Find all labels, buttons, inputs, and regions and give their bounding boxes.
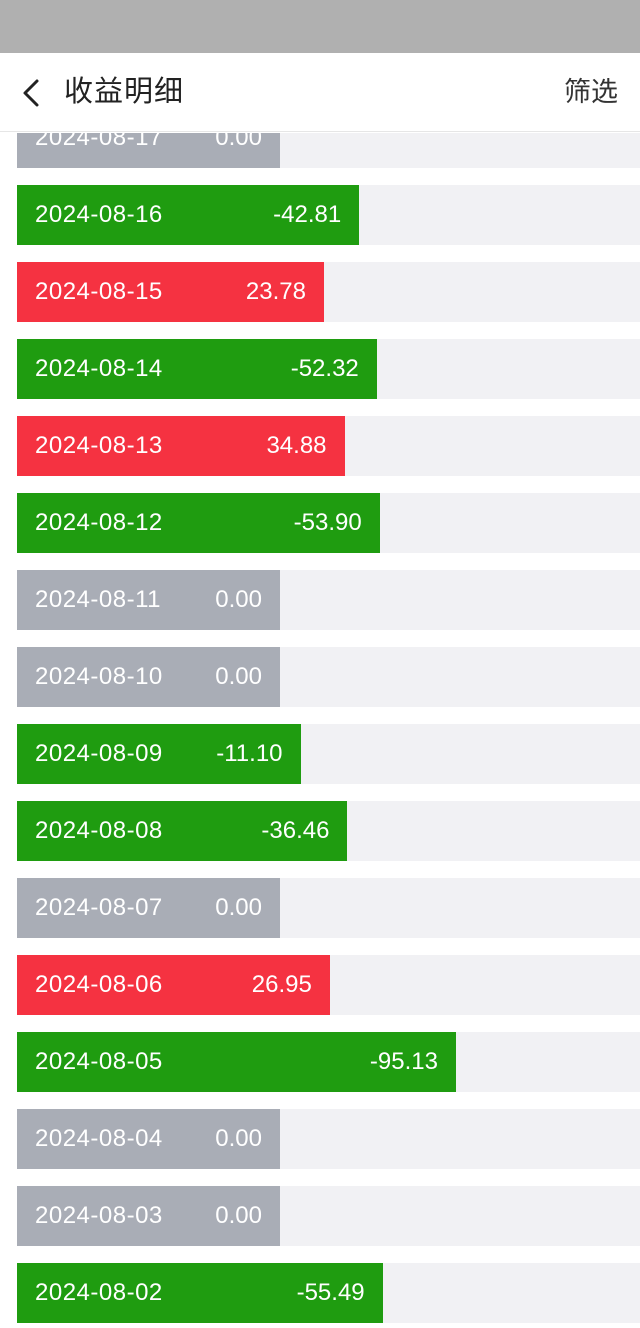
earnings-bar: 2024-08-17 0.00 (17, 133, 280, 168)
nav-bar: 收益明细 筛选 (0, 53, 640, 132)
row-value: 0.00 (215, 1202, 262, 1229)
earnings-bar: 2024-08-04 0.00 (17, 1109, 280, 1169)
earnings-row[interactable]: 2024-08-15 23.78 (17, 262, 640, 322)
earnings-bar: 2024-08-13 34.88 (17, 416, 345, 476)
earnings-row[interactable]: 2024-08-05 -95.13 (17, 1032, 640, 1092)
earnings-row[interactable]: 2024-08-06 26.95 (17, 955, 640, 1015)
earnings-bar: 2024-08-05 -95.13 (17, 1032, 456, 1092)
earnings-bar: 2024-08-02 -55.49 (17, 1263, 383, 1323)
page-title: 收益明细 (64, 76, 185, 108)
filter-button[interactable]: 筛选 (564, 77, 618, 107)
earnings-bar: 2024-08-09 -11.10 (17, 724, 301, 784)
earnings-row[interactable]: 2024-08-08 -36.46 (17, 801, 640, 861)
row-date: 2024-08-14 (35, 355, 163, 382)
chevron-left-icon (23, 79, 39, 107)
earnings-bar: 2024-08-16 -42.81 (17, 185, 360, 245)
row-date: 2024-08-11 (35, 586, 161, 613)
earnings-row[interactable]: 2024-08-04 0.00 (17, 1109, 640, 1169)
earnings-bar: 2024-08-07 0.00 (17, 878, 280, 938)
earnings-bar: 2024-08-03 0.00 (17, 1186, 280, 1246)
earnings-row[interactable]: 2024-08-14 -52.32 (17, 339, 640, 399)
earnings-bar: 2024-08-10 0.00 (17, 647, 280, 707)
earnings-bar: 2024-08-12 -53.90 (17, 493, 380, 553)
earnings-row[interactable]: 2024-08-09 -11.10 (17, 724, 640, 784)
row-value: 23.78 (245, 278, 306, 305)
earnings-row[interactable]: 2024-08-12 -53.90 (17, 493, 640, 553)
row-value: 26.95 (251, 971, 312, 998)
row-value: 0.00 (215, 586, 262, 613)
row-date: 2024-08-02 (35, 1279, 163, 1306)
earnings-row[interactable]: 2024-08-10 0.00 (17, 647, 640, 707)
earnings-row[interactable]: 2024-08-03 0.00 (17, 1186, 640, 1246)
row-value: 0.00 (215, 1125, 262, 1152)
earnings-row[interactable]: 2024-08-07 0.00 (17, 878, 640, 938)
earnings-list-inner: 2024-08-17 0.00 2024-08-16 -42.81 2024-08-15… (0, 133, 640, 1328)
row-date: 2024-08-17 (35, 133, 163, 151)
earnings-list[interactable]: 2024-08-17 0.00 2024-08-16 -42.81 2024-08-15… (0, 133, 640, 1328)
row-value: 0.00 (215, 663, 262, 690)
row-date: 2024-08-13 (35, 432, 163, 459)
row-date: 2024-08-05 (35, 1048, 163, 1075)
earnings-row[interactable]: 2024-08-11 0.00 (17, 570, 640, 630)
row-date: 2024-08-15 (35, 278, 163, 305)
row-value: -42.81 (273, 201, 342, 228)
earnings-row[interactable]: 2024-08-16 -42.81 (17, 185, 640, 245)
row-value: -36.46 (261, 817, 330, 844)
earnings-bar: 2024-08-14 -52.32 (17, 339, 377, 399)
row-value: -52.32 (290, 355, 359, 382)
row-date: 2024-08-03 (35, 1202, 163, 1229)
earnings-bar: 2024-08-06 26.95 (17, 955, 330, 1015)
row-date: 2024-08-12 (35, 509, 163, 536)
back-button[interactable] (10, 71, 54, 115)
row-date: 2024-08-09 (35, 740, 163, 767)
row-date: 2024-08-04 (35, 1125, 163, 1152)
row-value: 34.88 (266, 432, 327, 459)
row-date: 2024-08-06 (35, 971, 163, 998)
earnings-row[interactable]: 2024-08-17 0.00 (17, 133, 640, 168)
row-value: -55.49 (296, 1279, 365, 1306)
row-value: -11.10 (216, 740, 283, 767)
row-date: 2024-08-07 (35, 894, 163, 921)
row-value: 0.00 (215, 894, 262, 921)
earnings-bar: 2024-08-15 23.78 (17, 262, 324, 322)
row-value: -53.90 (293, 509, 362, 536)
earnings-row[interactable]: 2024-08-02 -55.49 (17, 1263, 640, 1323)
row-date: 2024-08-10 (35, 663, 163, 690)
earnings-bar: 2024-08-08 -36.46 (17, 801, 348, 861)
row-date: 2024-08-16 (35, 201, 163, 228)
earnings-bar: 2024-08-11 0.00 (17, 570, 280, 630)
earnings-row[interactable]: 2024-08-13 34.88 (17, 416, 640, 476)
status-bar (0, 0, 640, 53)
row-date: 2024-08-08 (35, 817, 163, 844)
row-value: 0.00 (215, 133, 262, 151)
row-value: -95.13 (369, 1048, 438, 1075)
